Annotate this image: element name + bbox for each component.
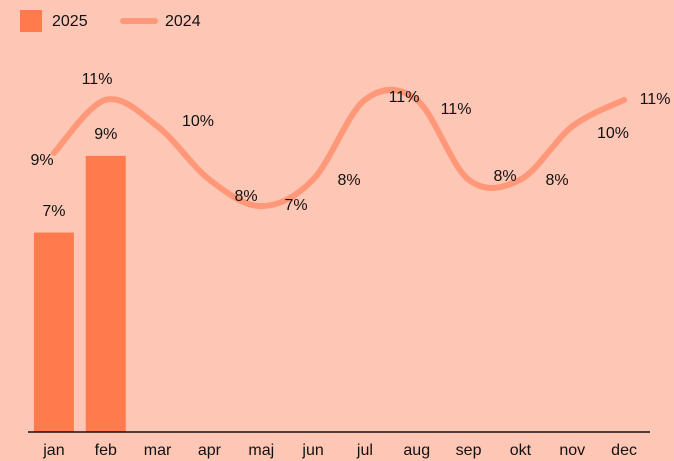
x-tick-label: maj: [248, 442, 274, 459]
data-label: 9%: [30, 152, 53, 169]
x-tick-label: mar: [144, 442, 172, 459]
line: [50, 86, 628, 210]
data-label: 8%: [545, 172, 568, 189]
data-label: 7%: [42, 203, 65, 220]
x-tick-label: apr: [198, 442, 222, 459]
x-tick-label: dec: [611, 442, 637, 459]
x-tick-label: jul: [356, 442, 373, 459]
data-label: 11%: [640, 91, 671, 108]
data-label: 9%: [94, 126, 117, 143]
x-tick-label: nov: [559, 442, 585, 459]
x-tick-label: jan: [42, 442, 64, 459]
data-label: 8%: [234, 188, 257, 205]
legend-label: 2024: [165, 13, 201, 30]
data-label: 8%: [337, 172, 360, 189]
x-tick-label: jun: [301, 442, 323, 459]
data-label: 11%: [82, 71, 113, 88]
data-label: 10%: [182, 113, 214, 130]
x-tick-label: sep: [456, 442, 482, 459]
data-label: 10%: [597, 125, 629, 142]
legend-label: 2025: [52, 13, 88, 30]
data-label: 8%: [493, 168, 516, 185]
bar: [85, 155, 126, 432]
legend-swatch: [20, 10, 42, 32]
x-tick-label: okt: [510, 442, 532, 459]
data-label: 11%: [389, 89, 420, 106]
x-tick-label: feb: [95, 442, 117, 459]
bar: [33, 232, 74, 432]
data-label: 7%: [284, 197, 307, 214]
data-label: 11%: [441, 101, 472, 118]
x-tick-label: aug: [403, 442, 430, 459]
